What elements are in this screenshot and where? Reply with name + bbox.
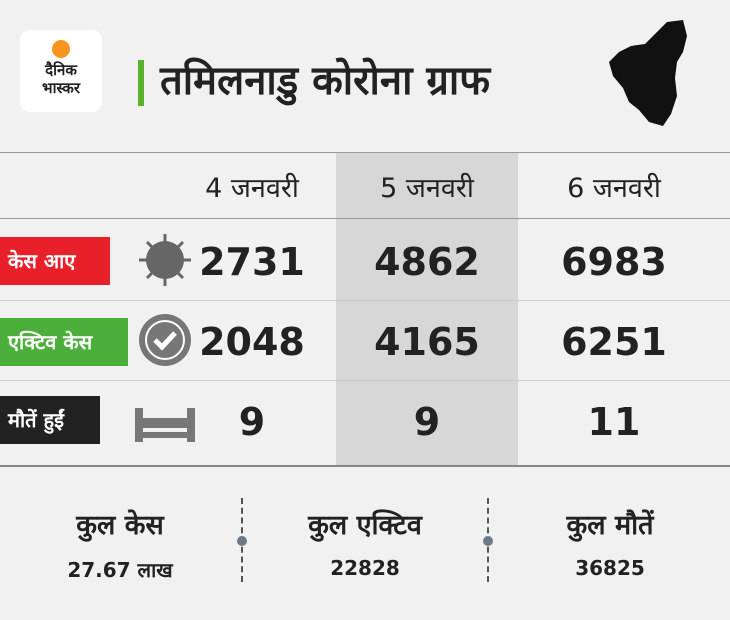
cell-value: 2048 bbox=[199, 320, 305, 364]
summary-value: 27.67 लाख bbox=[67, 558, 173, 582]
row-label: केस आए bbox=[0, 237, 110, 285]
summary-label: कुल एक्टिव bbox=[308, 510, 422, 541]
logo-text-2: भास्कर bbox=[42, 79, 80, 97]
cell-value: 4165 bbox=[374, 320, 480, 364]
summary-value: 22828 bbox=[330, 556, 400, 580]
summary-value: 36825 bbox=[575, 556, 645, 580]
map-shape bbox=[609, 20, 687, 126]
bed-icon bbox=[135, 408, 195, 442]
column-header: 4 जनवरी bbox=[205, 173, 299, 204]
title: तमिलनाडु कोरोना ग्राफ bbox=[160, 58, 491, 104]
title-accent bbox=[138, 60, 144, 106]
cell-value: 11 bbox=[587, 400, 641, 444]
cell-value: 6983 bbox=[561, 240, 667, 284]
rule bbox=[0, 380, 730, 381]
cell-value: 4862 bbox=[374, 240, 480, 284]
column-header: 6 जनवरी bbox=[567, 173, 661, 204]
row-label: एक्टिव केस bbox=[0, 318, 128, 366]
logo-sun bbox=[52, 40, 70, 58]
rule bbox=[0, 300, 730, 301]
map-icon bbox=[609, 20, 687, 126]
cell-value: 9 bbox=[413, 400, 441, 444]
summary-label: कुल मौतें bbox=[566, 510, 654, 541]
logo-text-1: दैनिक bbox=[45, 61, 77, 79]
rule bbox=[0, 152, 730, 153]
check-icon bbox=[139, 314, 191, 366]
summary-label: कुल केस bbox=[76, 510, 164, 541]
logo-box: दैनिक भास्कर bbox=[20, 30, 102, 112]
cell-value: 2731 bbox=[199, 240, 305, 284]
divider-dot bbox=[237, 536, 247, 546]
cell-value: 6251 bbox=[561, 320, 667, 364]
rule bbox=[0, 218, 730, 219]
cell-value: 9 bbox=[238, 400, 266, 444]
rule bbox=[0, 465, 730, 467]
virus-icon bbox=[139, 234, 191, 286]
column-header: 5 जनवरी bbox=[380, 173, 474, 204]
highlight-column bbox=[336, 153, 518, 465]
row-label: मौतें हुईं bbox=[0, 396, 100, 444]
divider-dot bbox=[483, 536, 493, 546]
